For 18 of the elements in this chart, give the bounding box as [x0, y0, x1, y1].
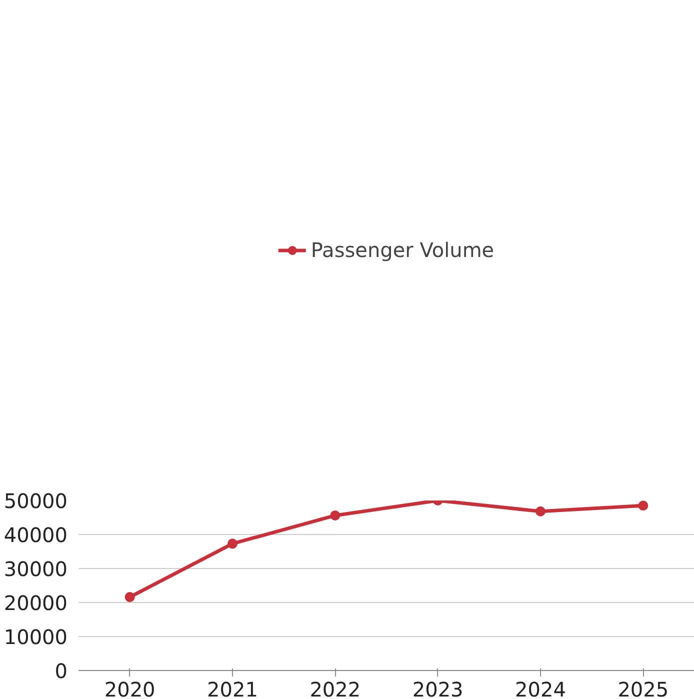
x-tick-label: 2020 — [104, 678, 156, 699]
point — [330, 510, 340, 520]
x-tick-label: 2022 — [310, 678, 361, 699]
point — [536, 506, 546, 516]
y-tick-label: 30000 — [4, 557, 68, 581]
y-tick-label: 50000 — [4, 489, 68, 513]
y-tick-label: 10000 — [4, 625, 68, 649]
x-tick-label: 2025 — [618, 678, 669, 699]
y-tick-label: 40000 — [4, 523, 68, 547]
x-tick-label: 2024 — [515, 678, 566, 699]
point — [638, 500, 648, 511]
point — [228, 538, 238, 549]
legend-label: Passenger Volume — [310, 238, 494, 262]
y-tick-label: 20000 — [4, 591, 68, 615]
y-tick-label: 0 — [54, 659, 68, 683]
x-tick-label: 2023 — [412, 678, 464, 699]
point — [124, 592, 135, 602]
x-tick-label: 2021 — [207, 678, 258, 699]
